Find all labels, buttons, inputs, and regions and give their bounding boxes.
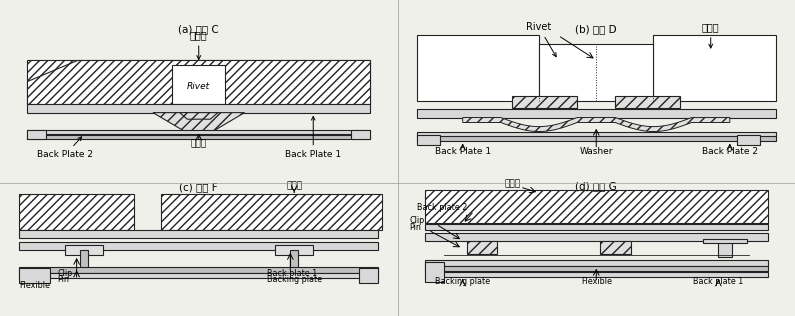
- Text: Pin: Pin: [409, 223, 421, 232]
- Bar: [512, 96, 577, 108]
- Bar: [467, 241, 497, 254]
- Bar: [275, 245, 313, 255]
- Text: Back Plate 2: Back Plate 2: [702, 147, 758, 156]
- Polygon shape: [180, 112, 218, 119]
- Text: Back plate 1: Back plate 1: [267, 270, 318, 278]
- Text: Flexible: Flexible: [19, 281, 50, 290]
- Text: Washer: Washer: [580, 147, 613, 156]
- Bar: [27, 104, 370, 112]
- Bar: [425, 272, 768, 276]
- Text: Rivet: Rivet: [526, 22, 556, 57]
- Polygon shape: [463, 118, 730, 131]
- Text: Flexible: Flexible: [581, 277, 611, 287]
- Bar: [615, 96, 681, 108]
- Bar: [290, 250, 298, 268]
- Bar: [417, 108, 776, 118]
- Bar: [417, 135, 440, 145]
- Text: (d) 제품 G: (d) 제품 G: [576, 181, 617, 191]
- Bar: [600, 241, 630, 254]
- Bar: [738, 135, 760, 145]
- Bar: [425, 190, 768, 223]
- Bar: [425, 266, 768, 271]
- Bar: [80, 250, 88, 268]
- Bar: [19, 193, 134, 230]
- Bar: [19, 268, 50, 283]
- Polygon shape: [27, 60, 370, 104]
- Text: 탄성체: 탄성체: [191, 139, 207, 148]
- Bar: [351, 130, 370, 139]
- Text: 마찰재: 마찰재: [702, 22, 719, 48]
- Text: Pin: Pin: [57, 275, 69, 284]
- Polygon shape: [153, 112, 245, 131]
- Bar: [65, 245, 103, 255]
- Bar: [19, 273, 378, 278]
- Polygon shape: [27, 60, 370, 104]
- Text: Clip: Clip: [57, 270, 73, 278]
- Text: 마찰재: 마찰재: [190, 30, 207, 59]
- Text: Backing plate: Backing plate: [267, 275, 323, 284]
- Text: 마찰재: 마찰재: [286, 182, 302, 191]
- Bar: [417, 35, 539, 101]
- Bar: [425, 233, 768, 241]
- Bar: [539, 44, 653, 101]
- Bar: [19, 242, 378, 250]
- Text: Back plate 2: Back plate 2: [417, 203, 467, 212]
- Text: Back Plate 1: Back Plate 1: [285, 117, 341, 159]
- Bar: [27, 130, 46, 139]
- Text: 마찰재: 마찰재: [504, 179, 521, 188]
- Text: Back Plate 1: Back Plate 1: [435, 147, 491, 156]
- Bar: [425, 262, 444, 282]
- Text: (c) 제품 F: (c) 제품 F: [180, 182, 218, 192]
- Bar: [19, 267, 378, 273]
- Text: Clip: Clip: [409, 216, 425, 225]
- Text: Back Plate 2: Back Plate 2: [37, 137, 93, 159]
- Bar: [703, 239, 747, 243]
- Bar: [653, 35, 776, 101]
- Bar: [359, 268, 378, 283]
- Bar: [417, 131, 776, 136]
- Text: Back plate 1: Back plate 1: [693, 277, 743, 287]
- Text: Backing plate: Backing plate: [435, 277, 491, 287]
- Bar: [172, 65, 226, 104]
- Bar: [27, 130, 370, 134]
- Bar: [425, 260, 768, 266]
- Bar: [27, 135, 370, 139]
- Text: (a) 제품 C: (a) 제품 C: [178, 24, 219, 34]
- Bar: [417, 135, 776, 141]
- Text: (b) 제품 D: (b) 제품 D: [576, 24, 617, 34]
- Bar: [425, 224, 768, 230]
- Bar: [19, 230, 378, 238]
- Bar: [719, 241, 731, 257]
- Bar: [161, 193, 382, 230]
- Text: Rivet: Rivet: [187, 82, 211, 91]
